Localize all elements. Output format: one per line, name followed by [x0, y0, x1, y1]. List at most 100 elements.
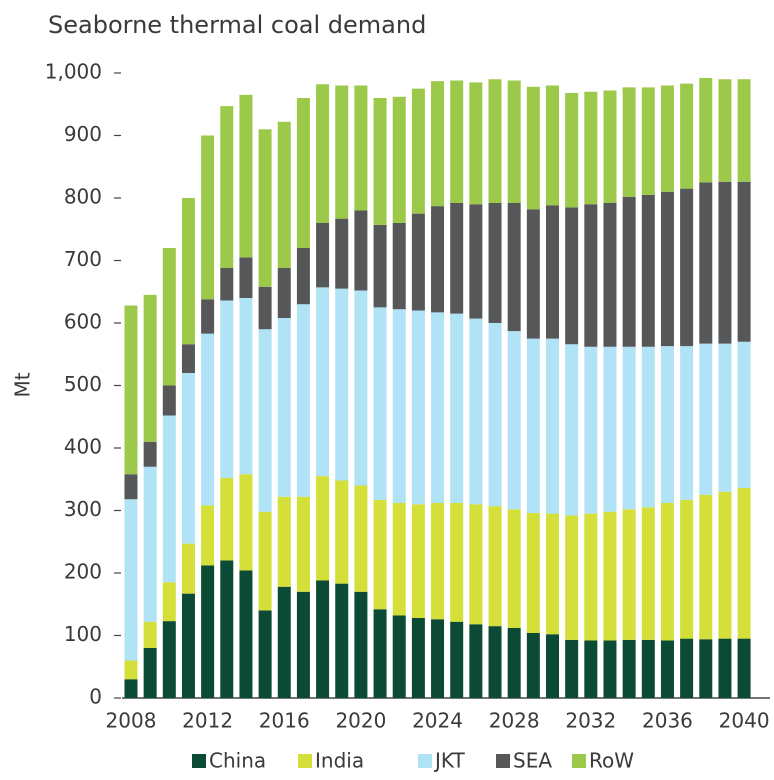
- bar-segment: [488, 203, 502, 323]
- bar-segment: [162, 582, 176, 622]
- bar-segment: [124, 305, 138, 475]
- bar-segment: [277, 496, 291, 587]
- bar-segment: [641, 639, 655, 698]
- bar-segment: [220, 106, 234, 268]
- x-tick-label: 2012: [182, 709, 233, 733]
- bar-segment: [546, 634, 559, 698]
- bar-segment: [143, 621, 157, 648]
- bar-segment: [162, 621, 176, 698]
- bar-segment: [143, 466, 157, 622]
- bar-segment: [162, 248, 176, 386]
- bar-segment: [124, 679, 138, 698]
- bar-segment: [622, 196, 636, 347]
- bar-segment: [718, 343, 732, 492]
- bar-segment: [431, 206, 445, 313]
- bar-segment: [411, 213, 425, 311]
- bar-segment: [450, 503, 464, 622]
- bar-segment: [565, 344, 579, 516]
- bar-segment: [603, 90, 617, 203]
- bar-segment: [641, 194, 655, 347]
- bar-segment: [296, 248, 310, 305]
- bar-segment: [622, 509, 636, 640]
- x-tick-label: 2016: [259, 709, 310, 733]
- bar-segment: [239, 298, 253, 475]
- y-tick-label: 1,000: [45, 60, 102, 84]
- bar-segment: [565, 93, 579, 208]
- bar-segment: [296, 304, 310, 497]
- bar-segment: [181, 543, 195, 594]
- y-tick-label: 500: [64, 372, 102, 396]
- bar-segment: [431, 312, 445, 503]
- bar-segment: [373, 307, 387, 500]
- bar-segment: [258, 511, 272, 611]
- bar-segment: [584, 91, 598, 205]
- bar-segment: [181, 344, 195, 373]
- bar-segment: [392, 96, 406, 223]
- bar-segment: [201, 565, 215, 698]
- bar-segment: [392, 615, 406, 698]
- bar-segment: [488, 323, 502, 507]
- bar-segment: [718, 638, 732, 698]
- bar-segment: [411, 504, 425, 618]
- bar-segment: [258, 286, 272, 330]
- x-tick-label: 2008: [106, 709, 157, 733]
- bar-segment: [507, 509, 521, 628]
- bar-segment: [296, 496, 310, 592]
- bar-segment: [335, 288, 349, 481]
- y-tick-label: 900: [64, 122, 102, 146]
- bar-segment: [373, 98, 387, 225]
- bar-segment: [239, 257, 253, 298]
- bar-segment: [316, 84, 330, 223]
- bar-segment: [124, 660, 138, 680]
- bar-segment: [737, 638, 751, 698]
- bar-segment: [526, 513, 540, 633]
- bar-segment: [431, 81, 445, 207]
- x-tick-label: 2032: [565, 709, 616, 733]
- bar-segment: [316, 476, 330, 581]
- bar-segment: [488, 626, 502, 698]
- bar-segment: [507, 203, 521, 332]
- legend-swatch: [572, 754, 586, 768]
- bar-segment: [354, 210, 368, 291]
- bar-segment: [603, 346, 617, 512]
- bar-segment: [258, 329, 272, 512]
- bar-segment: [641, 507, 655, 640]
- bar-segment: [469, 204, 483, 319]
- bar-segment: [584, 640, 598, 698]
- bar-segment: [124, 474, 138, 500]
- bar-segment: [546, 85, 559, 206]
- bar-segment: [392, 503, 406, 616]
- bar-segment: [469, 318, 483, 505]
- bar-segment: [546, 205, 559, 339]
- bar-segment: [411, 88, 425, 214]
- bar-segment: [641, 87, 655, 195]
- bar-segment: [680, 346, 694, 500]
- bar-segment: [718, 79, 732, 182]
- bar-segment: [660, 640, 674, 698]
- bar-segment: [277, 121, 291, 268]
- bar-segment: [488, 79, 502, 203]
- bar-segment: [450, 313, 464, 503]
- bar-segment: [737, 79, 751, 182]
- y-tick-label: 300: [64, 497, 102, 521]
- bar-segment: [316, 287, 330, 477]
- bar-segment: [392, 223, 406, 310]
- legend-swatch: [298, 754, 312, 768]
- bar-segment: [546, 338, 559, 514]
- bar-segment: [220, 560, 234, 698]
- x-tick-label: 2040: [719, 709, 770, 733]
- bar-segment: [354, 85, 368, 211]
- bar-segment: [699, 78, 713, 183]
- y-tick-label: 800: [64, 185, 102, 209]
- bar-segment: [316, 223, 330, 288]
- bar-segment: [718, 491, 732, 639]
- bar-segment: [526, 633, 540, 698]
- bar-segment: [143, 441, 157, 467]
- bar-segment: [373, 499, 387, 610]
- bar-segment: [181, 198, 195, 345]
- bar-segment: [258, 610, 272, 698]
- bar-segment: [507, 80, 521, 203]
- legend-label: China: [209, 749, 266, 773]
- legend-label: RoW: [589, 749, 634, 773]
- bar-segment: [277, 586, 291, 698]
